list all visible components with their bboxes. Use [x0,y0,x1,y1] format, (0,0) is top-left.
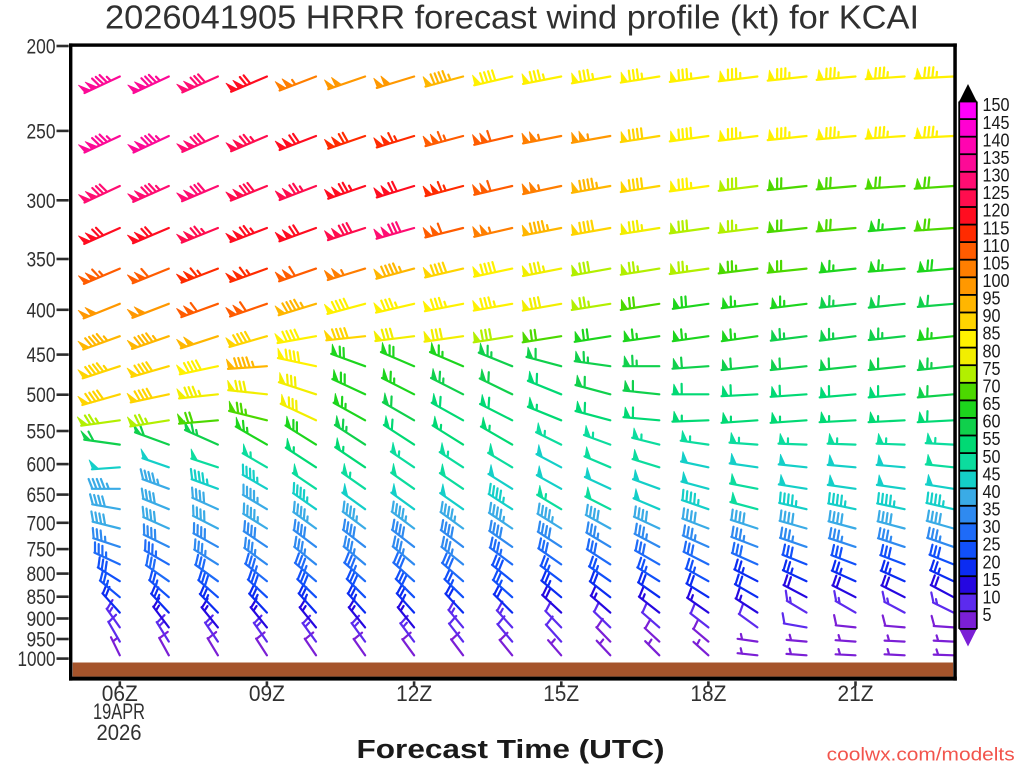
svg-text:21Z: 21Z [838,681,874,706]
svg-text:110: 110 [983,235,1010,256]
svg-text:12Z: 12Z [396,681,432,706]
svg-text:950: 950 [27,629,56,652]
svg-text:90: 90 [983,305,1001,326]
svg-text:80: 80 [983,340,1001,361]
svg-text:10: 10 [983,586,1001,607]
svg-text:40: 40 [983,481,1001,502]
svg-text:70: 70 [983,376,1001,397]
svg-text:15: 15 [983,569,1001,590]
svg-text:450: 450 [27,344,56,367]
svg-text:55: 55 [983,428,1001,449]
svg-text:09Z: 09Z [249,681,285,706]
svg-text:25: 25 [983,534,1001,555]
svg-text:500: 500 [27,384,56,407]
svg-text:95: 95 [983,288,1001,309]
svg-text:125: 125 [983,182,1010,203]
svg-text:250: 250 [27,120,56,143]
svg-text:750: 750 [27,539,56,562]
svg-text:800: 800 [27,563,56,586]
svg-text:130: 130 [983,165,1010,186]
svg-text:105: 105 [983,252,1010,273]
svg-text:coolwx.com/modelts: coolwx.com/modelts [827,744,1015,765]
svg-text:30: 30 [983,516,1001,537]
svg-text:145: 145 [983,112,1010,133]
svg-text:18Z: 18Z [690,681,726,706]
svg-text:140: 140 [983,129,1010,150]
svg-text:45: 45 [983,463,1001,484]
svg-text:15Z: 15Z [543,681,579,706]
svg-text:65: 65 [983,393,1001,414]
svg-text:150: 150 [983,94,1010,115]
svg-text:20: 20 [983,551,1001,572]
svg-text:850: 850 [27,586,56,609]
svg-text:650: 650 [27,484,56,507]
svg-text:135: 135 [983,147,1010,168]
svg-text:1000: 1000 [18,648,56,671]
svg-text:5: 5 [983,604,992,625]
svg-text:19APR: 19APR [93,699,145,724]
svg-text:115: 115 [983,217,1010,238]
svg-text:50: 50 [983,446,1001,467]
svg-text:300: 300 [27,190,56,213]
svg-text:550: 550 [27,421,56,444]
svg-text:200: 200 [27,36,56,59]
svg-text:85: 85 [983,323,1001,344]
svg-text:120: 120 [983,200,1010,221]
svg-text:100: 100 [983,270,1010,291]
svg-text:2026041905 HRRR forecast wind: 2026041905 HRRR forecast wind profile (k… [105,0,919,36]
svg-text:Forecast Time (UTC): Forecast Time (UTC) [357,736,665,764]
svg-text:400: 400 [27,299,56,322]
svg-text:60: 60 [983,411,1001,432]
svg-text:75: 75 [983,358,1001,379]
svg-text:900: 900 [27,608,56,631]
svg-text:06Z: 06Z [102,681,138,706]
svg-text:350: 350 [27,249,56,272]
svg-text:2026: 2026 [97,720,142,745]
svg-text:600: 600 [27,454,56,477]
svg-text:700: 700 [27,512,56,535]
svg-text:35: 35 [983,499,1001,520]
